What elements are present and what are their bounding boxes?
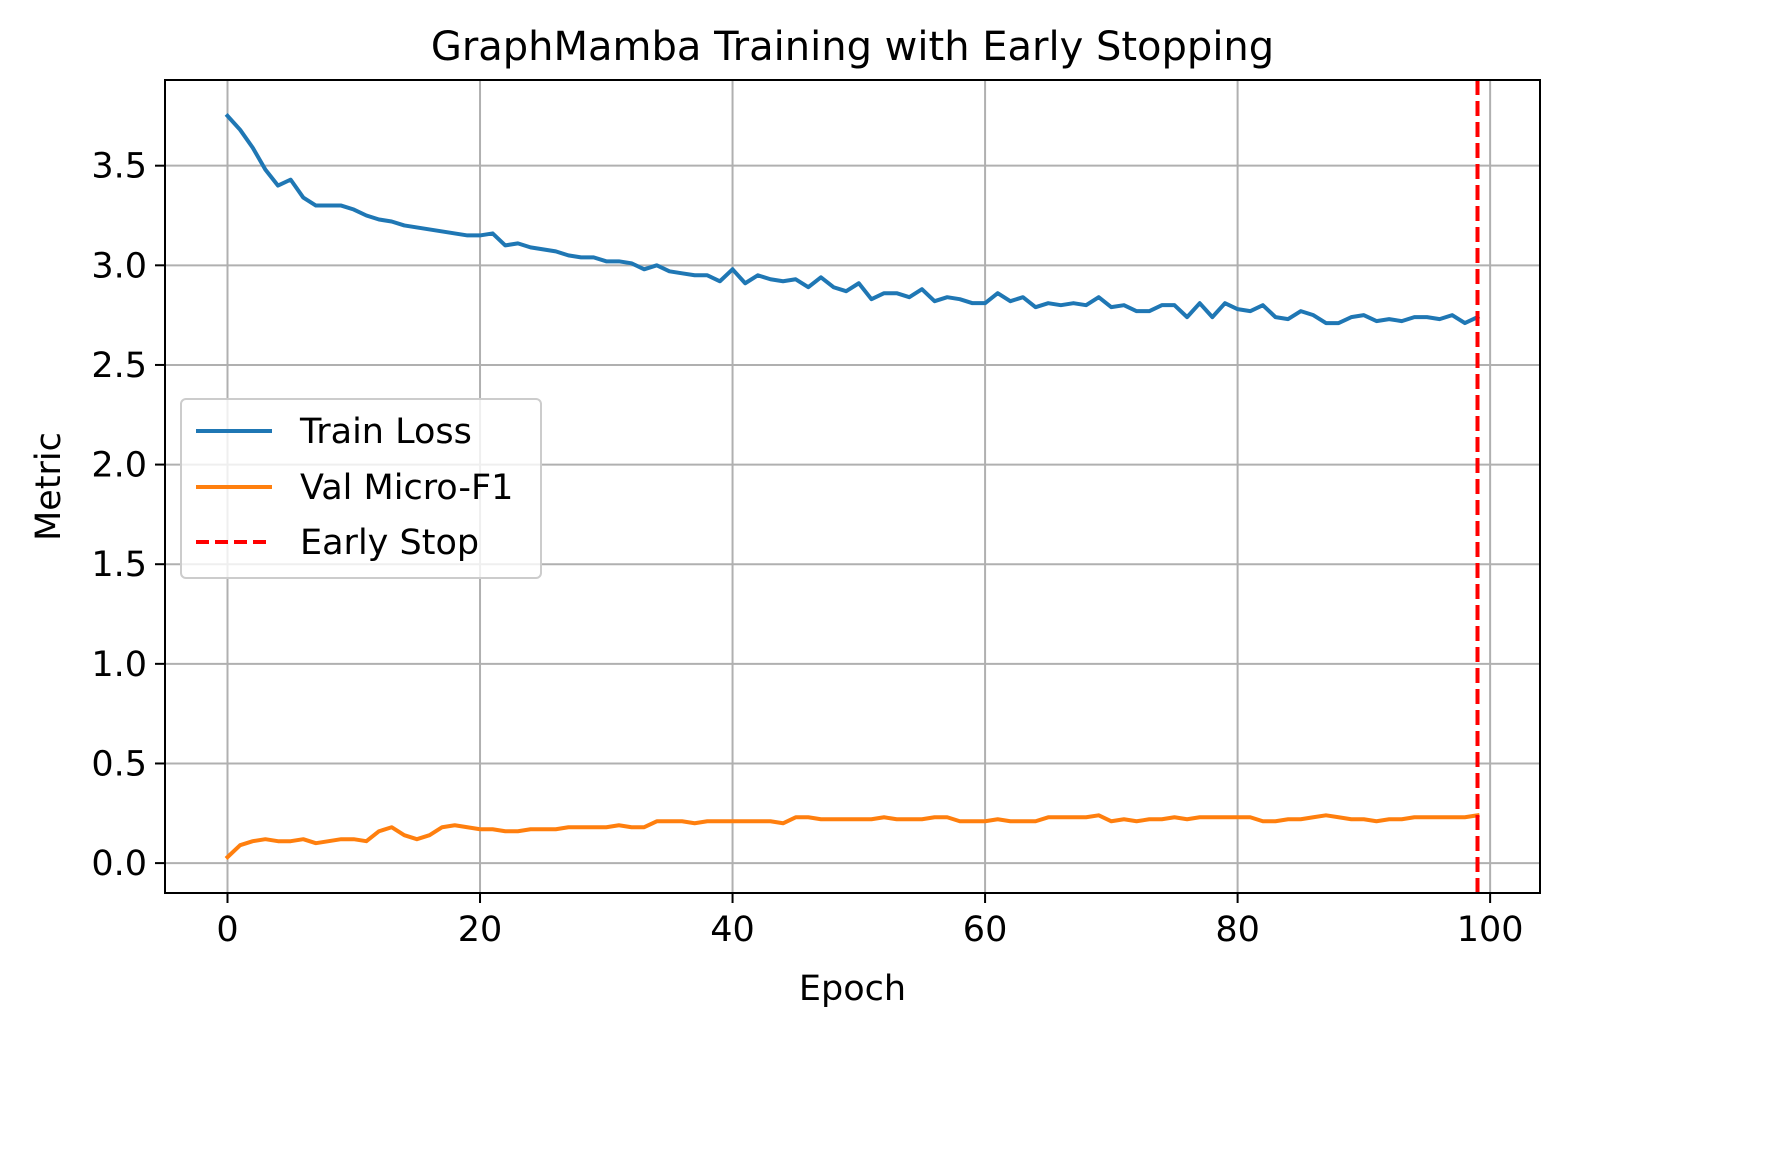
plot-frame bbox=[164, 79, 1541, 894]
y-tick-label: 0.5 bbox=[91, 744, 147, 784]
y-tick-label: 0.0 bbox=[91, 844, 147, 884]
series-line-val-micro-f1 bbox=[224, 813, 1480, 860]
y-tick-label: 3.5 bbox=[91, 147, 147, 187]
x-tick-label: 100 bbox=[1457, 910, 1524, 950]
y-tick-label: 2.5 bbox=[91, 346, 147, 386]
y-axis: 0.0 0.5 1.0 1.5 2.0 2.5 3.0 3.5 bbox=[91, 147, 165, 884]
legend-box bbox=[180, 398, 542, 579]
y-tick-label: 1.0 bbox=[91, 645, 147, 685]
series-layer bbox=[224, 80, 1481, 893]
x-axis-label: Epoch bbox=[799, 969, 906, 1009]
x-tick-label: 20 bbox=[458, 910, 503, 950]
y-axis-label: Metric bbox=[29, 432, 69, 541]
x-tick-label: 60 bbox=[963, 910, 1008, 950]
legend: Train Loss Val Micro-F1 Early Stop bbox=[180, 398, 542, 579]
x-tick-label: 80 bbox=[1215, 910, 1260, 950]
x-tick-label: 40 bbox=[710, 910, 755, 950]
y-tick-label: 2.0 bbox=[91, 446, 147, 486]
legend-label-early-stop: Early Stop bbox=[300, 523, 479, 563]
x-axis: 0 20 40 60 80 100 bbox=[216, 893, 1524, 950]
legend-label-val-micro-f1: Val Micro-F1 bbox=[300, 468, 513, 508]
grid bbox=[165, 80, 1540, 893]
legend-label-train-loss: Train Loss bbox=[299, 412, 472, 452]
x-tick-label: 0 bbox=[216, 910, 238, 950]
series-line-train-loss bbox=[224, 113, 1481, 326]
y-tick-label: 1.5 bbox=[91, 545, 147, 585]
chart-title: GraphMamba Training with Early Stopping bbox=[431, 24, 1274, 70]
y-tick-label: 3.0 bbox=[91, 246, 147, 286]
